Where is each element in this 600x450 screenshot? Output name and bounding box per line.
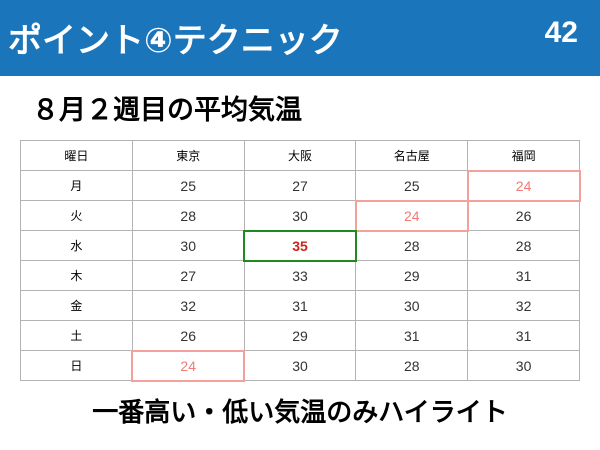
table-row: 火 28 30 24 26 [20, 199, 580, 232]
lowest-temperature-cell: 24 [466, 169, 581, 202]
temperature-cell: 28 [355, 230, 469, 261]
table-header-row: 曜日 東京 大阪 名古屋 福岡 [20, 140, 580, 171]
column-header-fukuoka: 福岡 [467, 140, 580, 171]
table-row: 土 26 29 31 31 [20, 320, 580, 351]
temperature-table: 曜日 東京 大阪 名古屋 福岡 月 25 27 25 24 火 28 [20, 140, 581, 382]
temperature-cell: 25 [355, 170, 469, 201]
temperature-cell: 32 [131, 290, 245, 321]
temperature-cell: 30 [243, 200, 357, 231]
column-header-osaka: 大阪 [243, 140, 357, 171]
day-cell: 水 [20, 230, 133, 261]
day-cell: 月 [20, 170, 133, 201]
table-row: 木 27 33 29 31 [20, 260, 580, 291]
table-row: 水 30 35 28 28 [20, 229, 580, 262]
temperature-cell: 31 [243, 290, 357, 321]
temperature-cell: 30 [467, 350, 580, 381]
day-cell: 土 [20, 320, 133, 351]
table-row: 金 32 31 30 32 [20, 290, 580, 321]
column-header-tokyo: 東京 [131, 140, 245, 171]
slide-footer-note: 一番高い・低い気温のみハイライト [92, 398, 508, 428]
temperature-cell: 27 [131, 260, 245, 291]
lowest-temperature-cell: 24 [354, 199, 469, 232]
temperature-cell: 30 [355, 290, 469, 321]
temperature-table-container: 曜日 東京 大阪 名古屋 福岡 月 25 27 25 24 火 28 [20, 140, 581, 382]
temperature-cell: 26 [467, 200, 580, 231]
temperature-cell: 30 [243, 350, 357, 381]
temperature-cell: 31 [467, 260, 580, 291]
temperature-cell: 27 [243, 170, 357, 201]
temperature-cell: 30 [131, 230, 245, 261]
day-cell: 火 [20, 200, 133, 231]
table-row: 日 24 30 28 30 [20, 349, 580, 382]
lowest-temperature-cell: 24 [131, 349, 246, 382]
temperature-cell: 31 [467, 320, 580, 351]
temperature-cell: 28 [467, 230, 580, 261]
temperature-cell: 26 [131, 320, 245, 351]
slide-header: ポイント④テクニック 42 [0, 0, 600, 76]
day-cell: 木 [20, 260, 133, 291]
day-cell: 日 [20, 350, 133, 381]
temperature-cell: 28 [355, 350, 469, 381]
temperature-cell: 28 [131, 200, 245, 231]
table-row: 月 25 27 25 24 [20, 169, 581, 202]
column-header-day: 曜日 [20, 140, 133, 171]
temperature-cell: 25 [131, 170, 245, 201]
highest-temperature-cell: 35 [243, 229, 357, 262]
temperature-cell: 29 [243, 320, 357, 351]
table-caption: ８月２週目の平均気温 [32, 95, 302, 126]
temperature-cell: 31 [355, 320, 469, 351]
temperature-cell: 33 [243, 260, 357, 291]
column-header-nagoya: 名古屋 [355, 140, 469, 171]
temperature-cell: 32 [467, 290, 580, 321]
temperature-cell: 29 [355, 260, 469, 291]
slide-title: ポイント④テクニック [8, 21, 343, 61]
page-number: 42 [544, 16, 578, 49]
day-cell: 金 [20, 290, 133, 321]
